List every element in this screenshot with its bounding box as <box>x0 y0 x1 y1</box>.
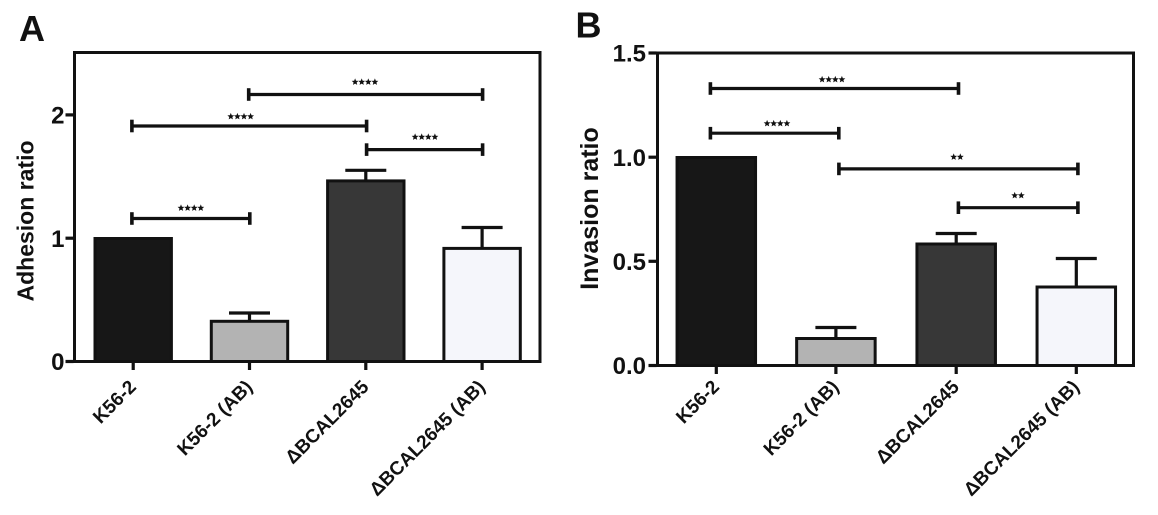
svg-text:2: 2 <box>51 103 64 130</box>
svg-text:B: B <box>576 5 602 46</box>
svg-text:Invasion ratio: Invasion ratio <box>576 127 604 290</box>
svg-text:1.5: 1.5 <box>613 41 646 68</box>
svg-text:0.0: 0.0 <box>613 353 646 380</box>
svg-text:Adhesion ratio: Adhesion ratio <box>13 140 39 301</box>
svg-text:1: 1 <box>51 226 64 253</box>
svg-text:0.5: 0.5 <box>613 249 646 276</box>
svg-text:1.0: 1.0 <box>613 145 646 172</box>
svg-text:0: 0 <box>51 349 64 376</box>
svg-text:A: A <box>19 8 45 49</box>
